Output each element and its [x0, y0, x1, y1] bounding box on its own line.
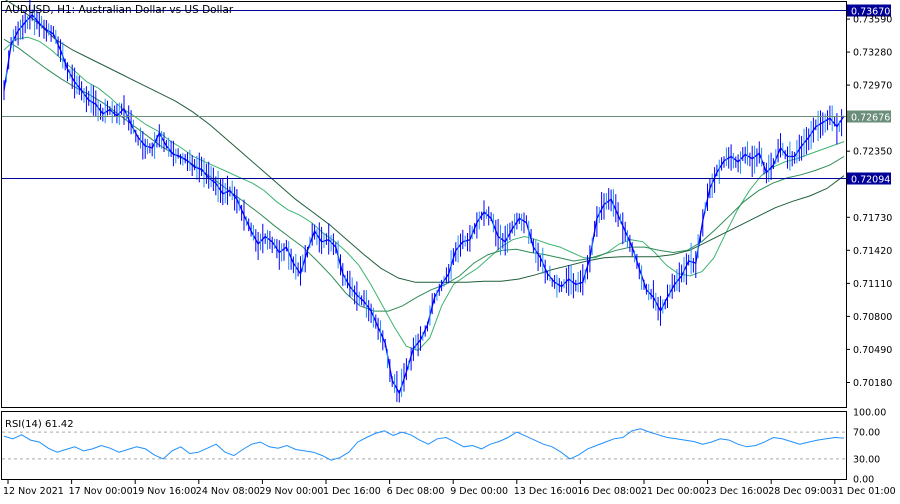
price-tick-label: 0.70490	[853, 345, 892, 356]
horizontal-levels: 0.73670 0.72094 0.72676	[2, 4, 891, 186]
moving-averages	[3, 0, 845, 352]
time-tick-label: 9 Dec 00:00	[450, 486, 508, 497]
current-price-badge	[847, 110, 891, 123]
rsi-frame	[1, 411, 847, 480]
price-tick-label: 0.72970	[853, 81, 892, 92]
time-tick-label: 6 Dec 08:00	[387, 486, 445, 497]
price-series	[3, 0, 845, 403]
price-tick-label: 0.71730	[853, 213, 892, 224]
time-tick-label: 24 Nov 08:00	[196, 486, 260, 497]
level-badge	[847, 172, 891, 185]
price-tick-label: 0.73590	[853, 15, 892, 26]
rsi-indicator: 100.00 70.00 30.00 0.00	[2, 408, 886, 486]
ma-fast-line	[3, 36, 845, 352]
time-tick-label: 12 Nov 2021	[3, 486, 64, 497]
price-tick-label: 0.71420	[853, 246, 892, 257]
time-tick-label: 23 Dec 16:00	[705, 486, 769, 497]
rsi-tick-label: 0.00	[853, 475, 874, 486]
time-axis: 12 Nov 2021 17 Nov 00:00 19 Nov 16:00 24 No…	[3, 480, 896, 497]
ma-slow-line	[4, 0, 845, 283]
level-badge-label: 0.73670	[851, 7, 890, 18]
level-badge-label: 0.72094	[851, 175, 890, 186]
main-chart-frame	[1, 1, 847, 408]
price-axis: 0.73590 0.73280 0.72970 0.72350 0.71730 0.714…	[846, 15, 892, 389]
time-tick-label: 28 Dec 09:00	[768, 486, 832, 497]
price-tick-label: 0.72350	[853, 147, 892, 158]
ma-mid-line	[3, 38, 845, 312]
rsi-tick-label: 70.00	[853, 428, 880, 439]
chart-title: AUDUSD, H1: Australian Dollar vs US Doll…	[5, 4, 234, 16]
rsi-tick-label: 30.00	[853, 454, 880, 465]
price-tick-label: 0.70800	[853, 312, 892, 323]
time-tick-label: 19 Nov 16:00	[132, 486, 196, 497]
rsi-line	[3, 428, 845, 461]
price-tick-label: 0.71110	[853, 279, 892, 290]
current-price-label: 0.72676	[851, 113, 890, 124]
time-tick-label: 1 Dec 16:00	[323, 486, 381, 497]
price-tick-label: 0.70180	[853, 378, 892, 389]
rsi-label: RSI(14) 61.42	[5, 419, 74, 430]
time-tick-label: 16 Dec 08:00	[577, 486, 641, 497]
time-tick-label: 17 Nov 00:00	[69, 486, 133, 497]
rsi-tick-label: 100.00	[853, 408, 886, 419]
level-badge	[847, 4, 891, 17]
time-tick-label: 31 Dec 01:00	[832, 486, 896, 497]
time-tick-label: 21 Dec 00:00	[641, 486, 705, 497]
time-tick-label: 29 Nov 00:00	[259, 486, 323, 497]
price-line	[3, 13, 845, 395]
time-tick-label: 13 Dec 16:00	[514, 486, 578, 497]
price-tick-label: 0.73280	[853, 48, 892, 59]
